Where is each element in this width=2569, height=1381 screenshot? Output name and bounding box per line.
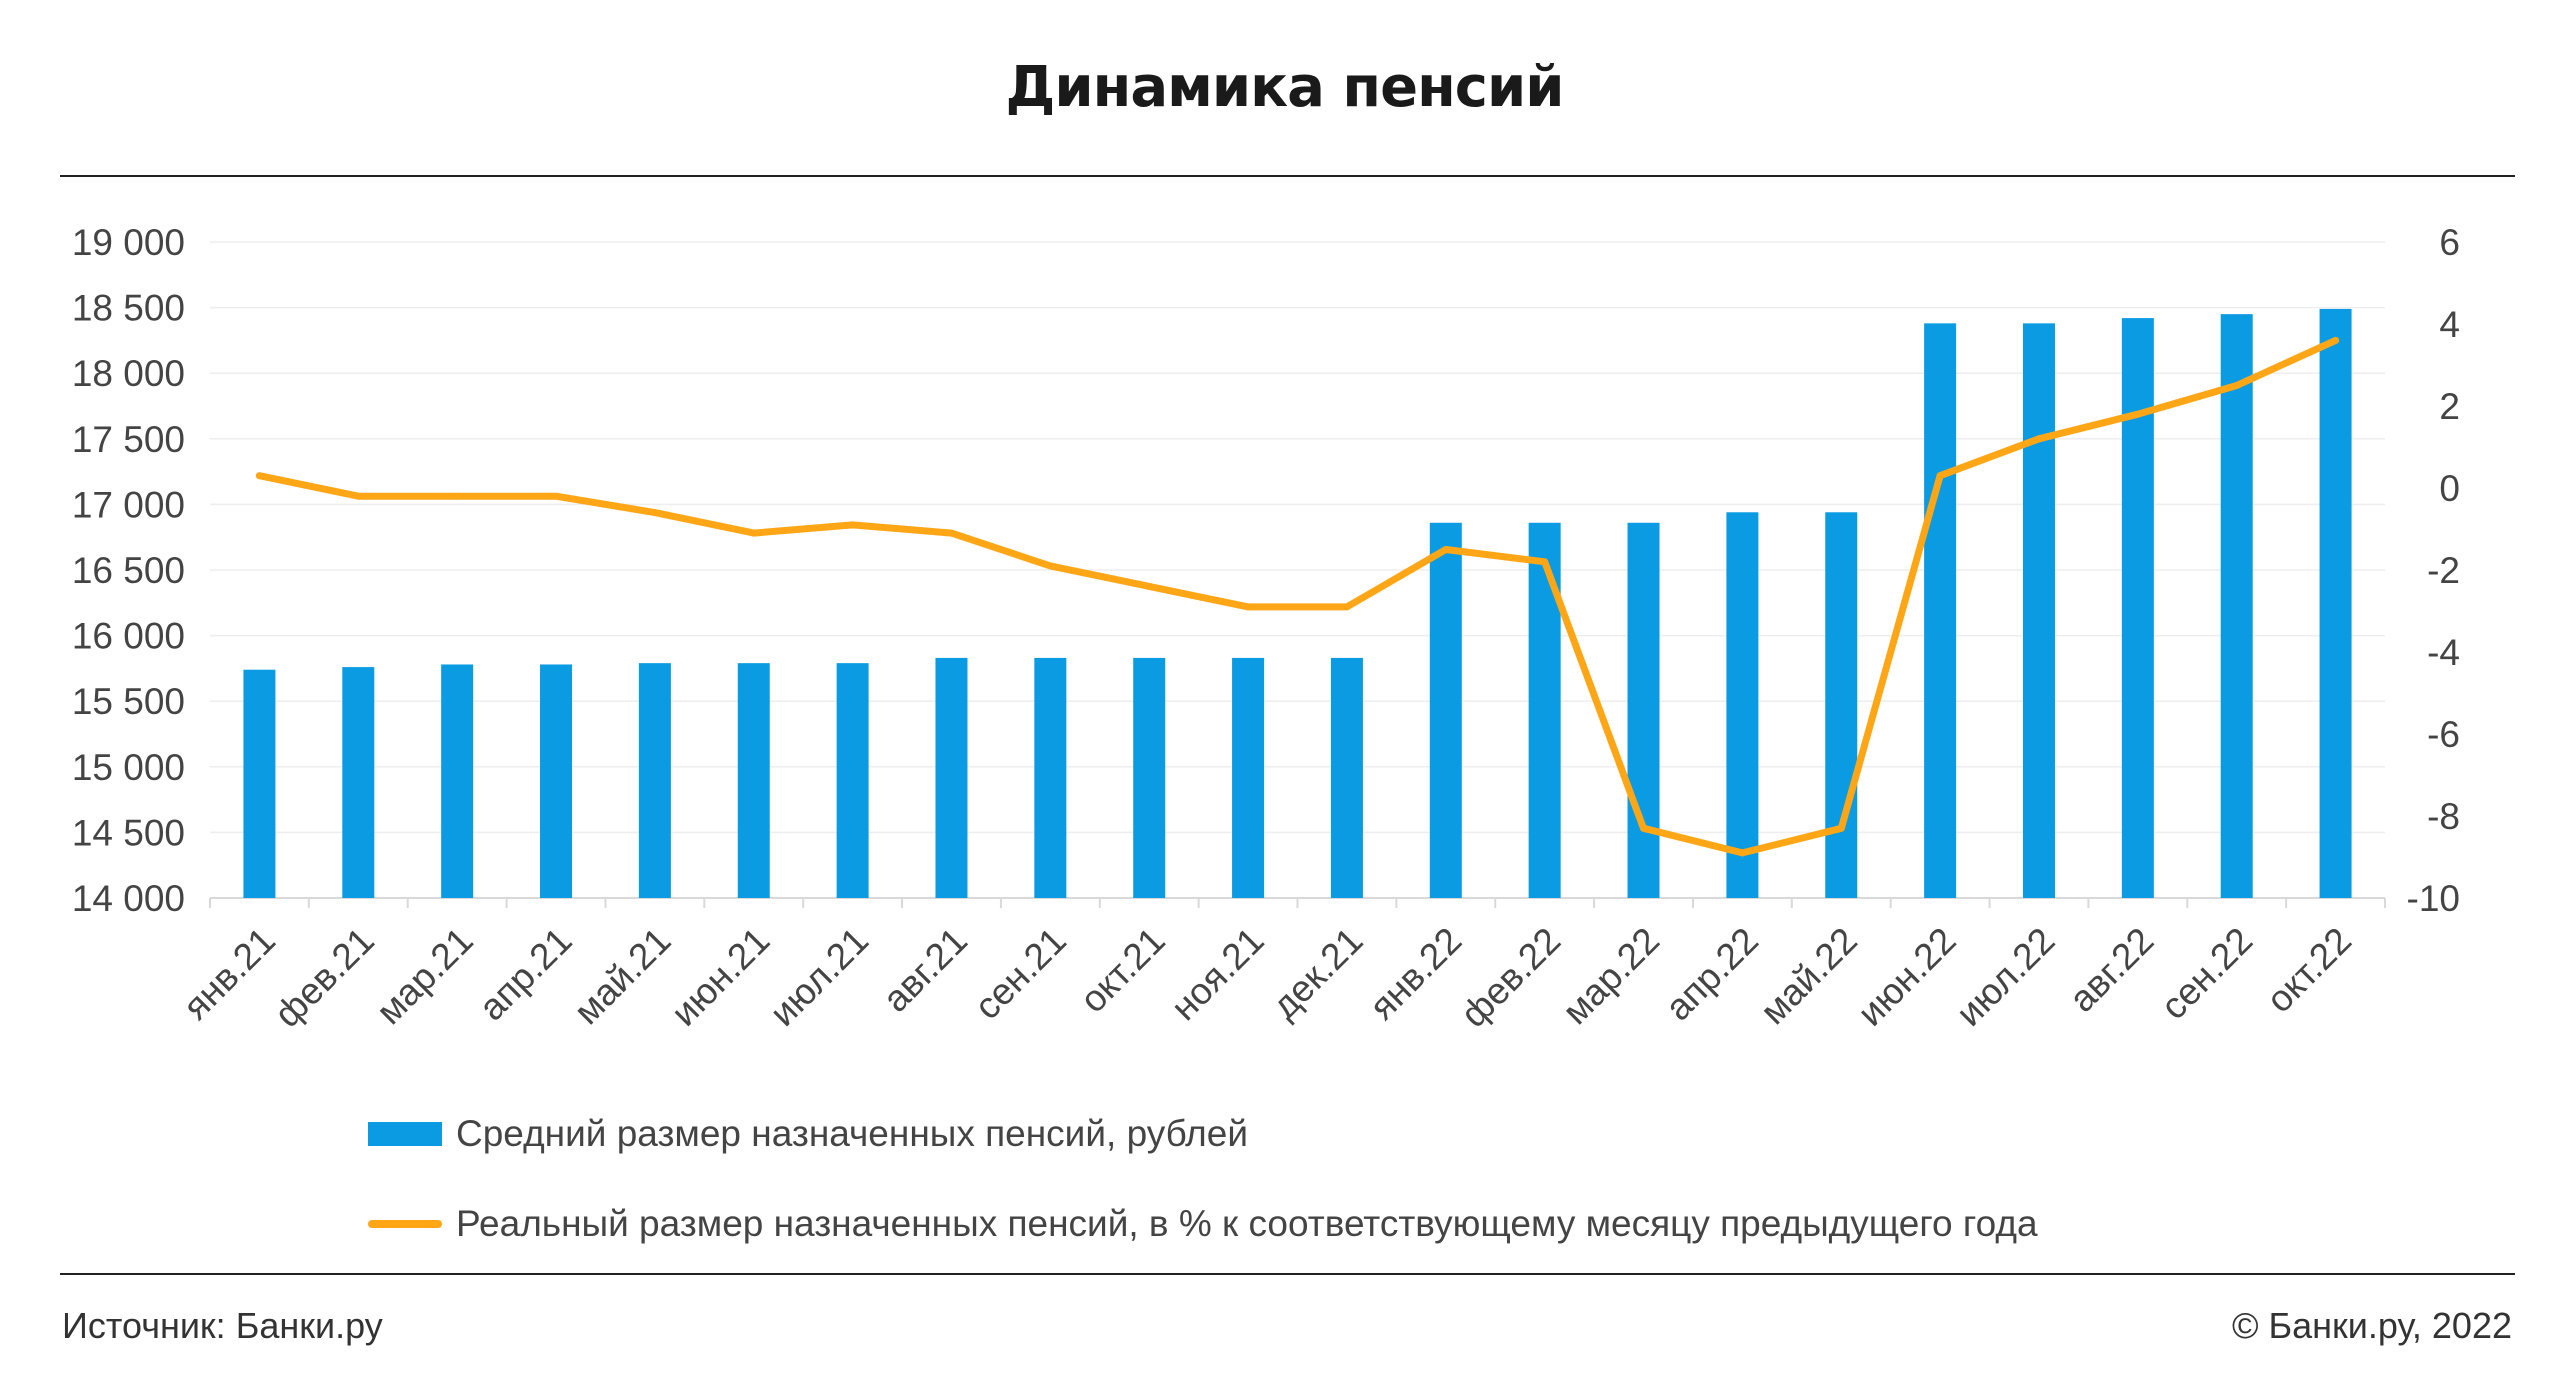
y-right-tick-label: -8 <box>2427 796 2460 837</box>
y-left-tick-label: 18 000 <box>72 353 185 394</box>
bar <box>1627 522 1660 898</box>
x-tick-label: ноя.21 <box>1163 920 1272 1029</box>
line-series <box>255 336 2340 857</box>
bottom-divider <box>60 1273 2515 1275</box>
line-point <box>2134 410 2142 418</box>
x-tick-label: фев.22 <box>1453 920 1568 1035</box>
line-point <box>947 529 955 537</box>
line-point <box>1343 603 1351 611</box>
x-tick-label: дек.21 <box>1264 920 1371 1027</box>
bar <box>638 663 671 898</box>
legend-bar-swatch <box>368 1122 442 1146</box>
x-tick-label: авг.22 <box>2061 920 2161 1020</box>
bar <box>441 664 474 898</box>
x-tick-label: май.22 <box>1752 920 1865 1033</box>
line-point <box>453 492 461 500</box>
x-tick-label: окт.22 <box>2258 920 2359 1021</box>
bar <box>243 669 276 898</box>
y-right-tick-label: 4 <box>2439 304 2460 345</box>
line-point <box>1046 562 1054 570</box>
line-point <box>849 521 857 529</box>
bar <box>1429 522 1462 898</box>
y-right-tick-label: 0 <box>2439 468 2460 509</box>
x-tick-label: сен.21 <box>967 920 1074 1027</box>
line-point <box>552 492 560 500</box>
x-tick-label: июн.21 <box>663 920 777 1034</box>
bar <box>1034 657 1067 898</box>
x-tick-label: фев.21 <box>267 920 382 1035</box>
legend-bars-label: Средний размер назначенных пенсий, рубле… <box>456 1113 1249 1154</box>
legend-line-label: Реальный размер назначенных пенсий, в % … <box>456 1203 2038 1244</box>
x-tick-label: май.21 <box>566 920 679 1033</box>
y-right-tick-label: -4 <box>2427 632 2460 673</box>
x-tick-label: окт.21 <box>1072 920 1173 1021</box>
bar <box>1528 522 1561 898</box>
bar <box>2319 308 2352 898</box>
source-note: Источник: Банки.ру <box>62 1305 383 1346</box>
bar <box>2022 323 2055 898</box>
line-point <box>354 492 362 500</box>
bar <box>2220 314 2253 898</box>
line-point <box>1244 603 1252 611</box>
chart-title: Динамика пенсий <box>1005 55 1565 120</box>
y-right-tick-label: -2 <box>2427 550 2460 591</box>
bar <box>1825 512 1858 898</box>
y-left-tick-label: 16 000 <box>72 616 185 657</box>
legend-item-line: Реальный размер назначенных пенсий, в % … <box>368 1203 2038 1245</box>
bar <box>1726 512 1759 898</box>
bar <box>737 663 770 898</box>
line-point <box>2332 336 2340 344</box>
bar <box>1232 657 1265 898</box>
y-right-tick-label: -6 <box>2427 714 2460 755</box>
line-point <box>1145 582 1153 590</box>
y-left-tick-label: 14 000 <box>72 878 185 919</box>
bar <box>935 657 968 898</box>
line-point <box>2035 435 2043 443</box>
bar <box>1924 323 1957 898</box>
y-left-tick-label: 14 500 <box>72 812 185 853</box>
line-point <box>651 509 659 517</box>
x-tick-label: янв.21 <box>175 920 283 1028</box>
x-tick-label: янв.22 <box>1362 920 1470 1028</box>
bar <box>342 667 375 898</box>
line-point <box>2233 382 2241 389</box>
bar <box>2121 318 2154 898</box>
line-point <box>1541 558 1549 566</box>
y-left-tick-label: 18 500 <box>72 288 185 329</box>
x-tick-label: авг.21 <box>875 920 975 1020</box>
x-tick-label: апр.21 <box>471 920 580 1029</box>
y-right-tick-label: 6 <box>2439 222 2460 263</box>
bar <box>836 663 869 898</box>
line-point <box>1640 824 1648 832</box>
x-tick-label: апр.22 <box>1657 920 1766 1029</box>
y-left-tick-label: 19 000 <box>72 222 185 263</box>
line-point <box>1442 546 1450 553</box>
line-point <box>1837 824 1845 832</box>
x-tick-label: мар.21 <box>368 920 480 1032</box>
top-divider <box>60 175 2515 177</box>
legend-item-bars: Средний размер назначенных пенсий, рубле… <box>368 1113 1248 1155</box>
line-point <box>1936 472 1944 480</box>
y-left-tick-label: 17 000 <box>72 484 185 525</box>
x-tick-label: июл.22 <box>1948 920 2062 1034</box>
line-point <box>255 472 263 480</box>
y-left-tick-label: 17 500 <box>72 419 185 460</box>
line-point <box>750 529 758 537</box>
x-tick-label: сен.22 <box>2153 920 2260 1027</box>
y-left-tick-label: 15 000 <box>72 747 185 788</box>
bar <box>1133 657 1166 898</box>
y-right-tick-label: -10 <box>2407 878 2460 919</box>
bar <box>540 664 573 898</box>
y-left-tick-label: 16 500 <box>72 550 185 591</box>
x-tick-label: июл.21 <box>762 920 876 1034</box>
bar <box>1330 657 1363 898</box>
legend-line-swatch <box>368 1220 442 1228</box>
x-tick-label: мар.22 <box>1555 920 1667 1032</box>
line-point <box>1738 849 1746 857</box>
copyright-note: © Банки.ру, 2022 <box>2231 1305 2512 1346</box>
y-right-tick-label: 2 <box>2439 386 2460 427</box>
y-left-tick-label: 15 500 <box>72 681 185 722</box>
x-tick-label: июн.22 <box>1850 920 1964 1034</box>
